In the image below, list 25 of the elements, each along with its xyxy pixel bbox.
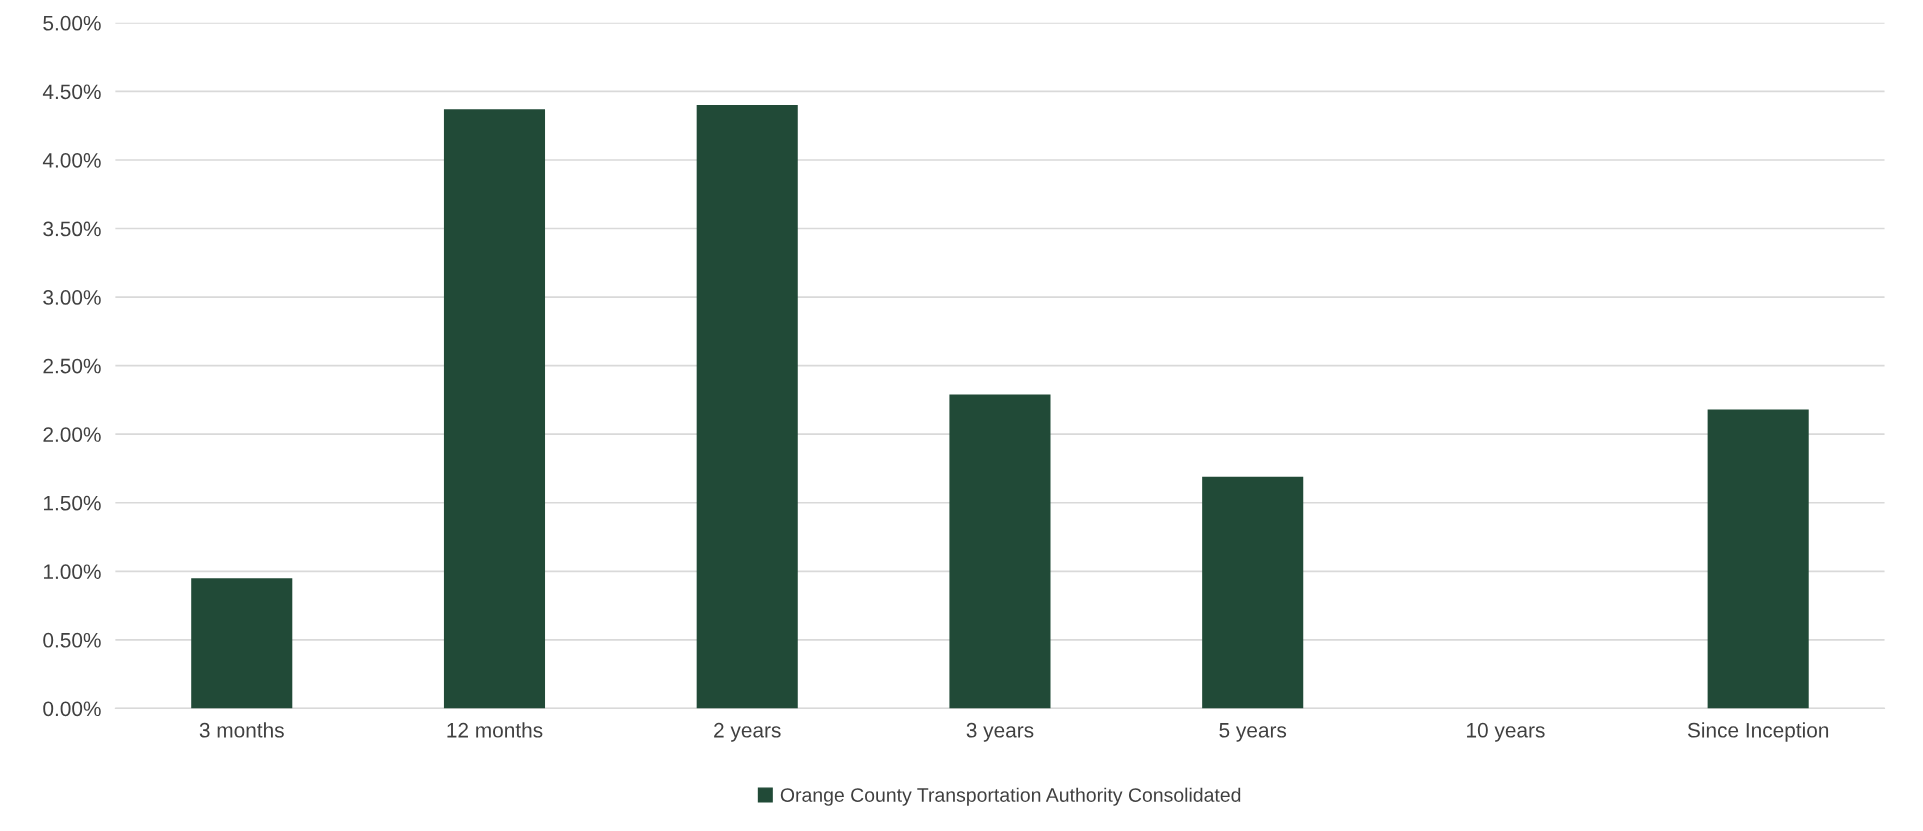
y-tick-label: 0.50%: [43, 632, 101, 648]
bar: [443, 109, 546, 709]
legend-label: Orange County Transportation Authority Consolidated: [780, 787, 1241, 806]
y-tick-label: 0.00%: [43, 701, 101, 717]
bar: [1707, 409, 1809, 709]
x-tick-label: 3 years: [966, 722, 1034, 742]
y-tick-label: 1.50%: [44, 495, 101, 511]
bar: [1202, 476, 1304, 709]
x-tick-label: 12 months: [447, 722, 543, 738]
bar: [696, 105, 798, 709]
bar: [949, 394, 1051, 709]
x-tick-label: 3 months: [199, 722, 284, 738]
x-tick-label: Since Inception: [1687, 722, 1829, 742]
y-tick-label: 2.50%: [43, 358, 101, 374]
y-tick-label: 4.50%: [42, 84, 101, 100]
y-tick-label: 5.00%: [43, 15, 101, 31]
x-tick-label: 5 years: [1219, 723, 1287, 742]
y-tick-label: 3.50%: [43, 221, 101, 237]
y-tick-label: 1.00%: [44, 564, 101, 580]
y-tick-label: 2.00%: [43, 427, 101, 442]
y-tick-label: 3.00%: [43, 290, 101, 305]
x-tick-label: 10 years: [1467, 722, 1545, 742]
y-tick-label: 4.00%: [42, 152, 101, 168]
bar: [191, 578, 293, 709]
x-tick-label: 2 years: [714, 722, 781, 742]
